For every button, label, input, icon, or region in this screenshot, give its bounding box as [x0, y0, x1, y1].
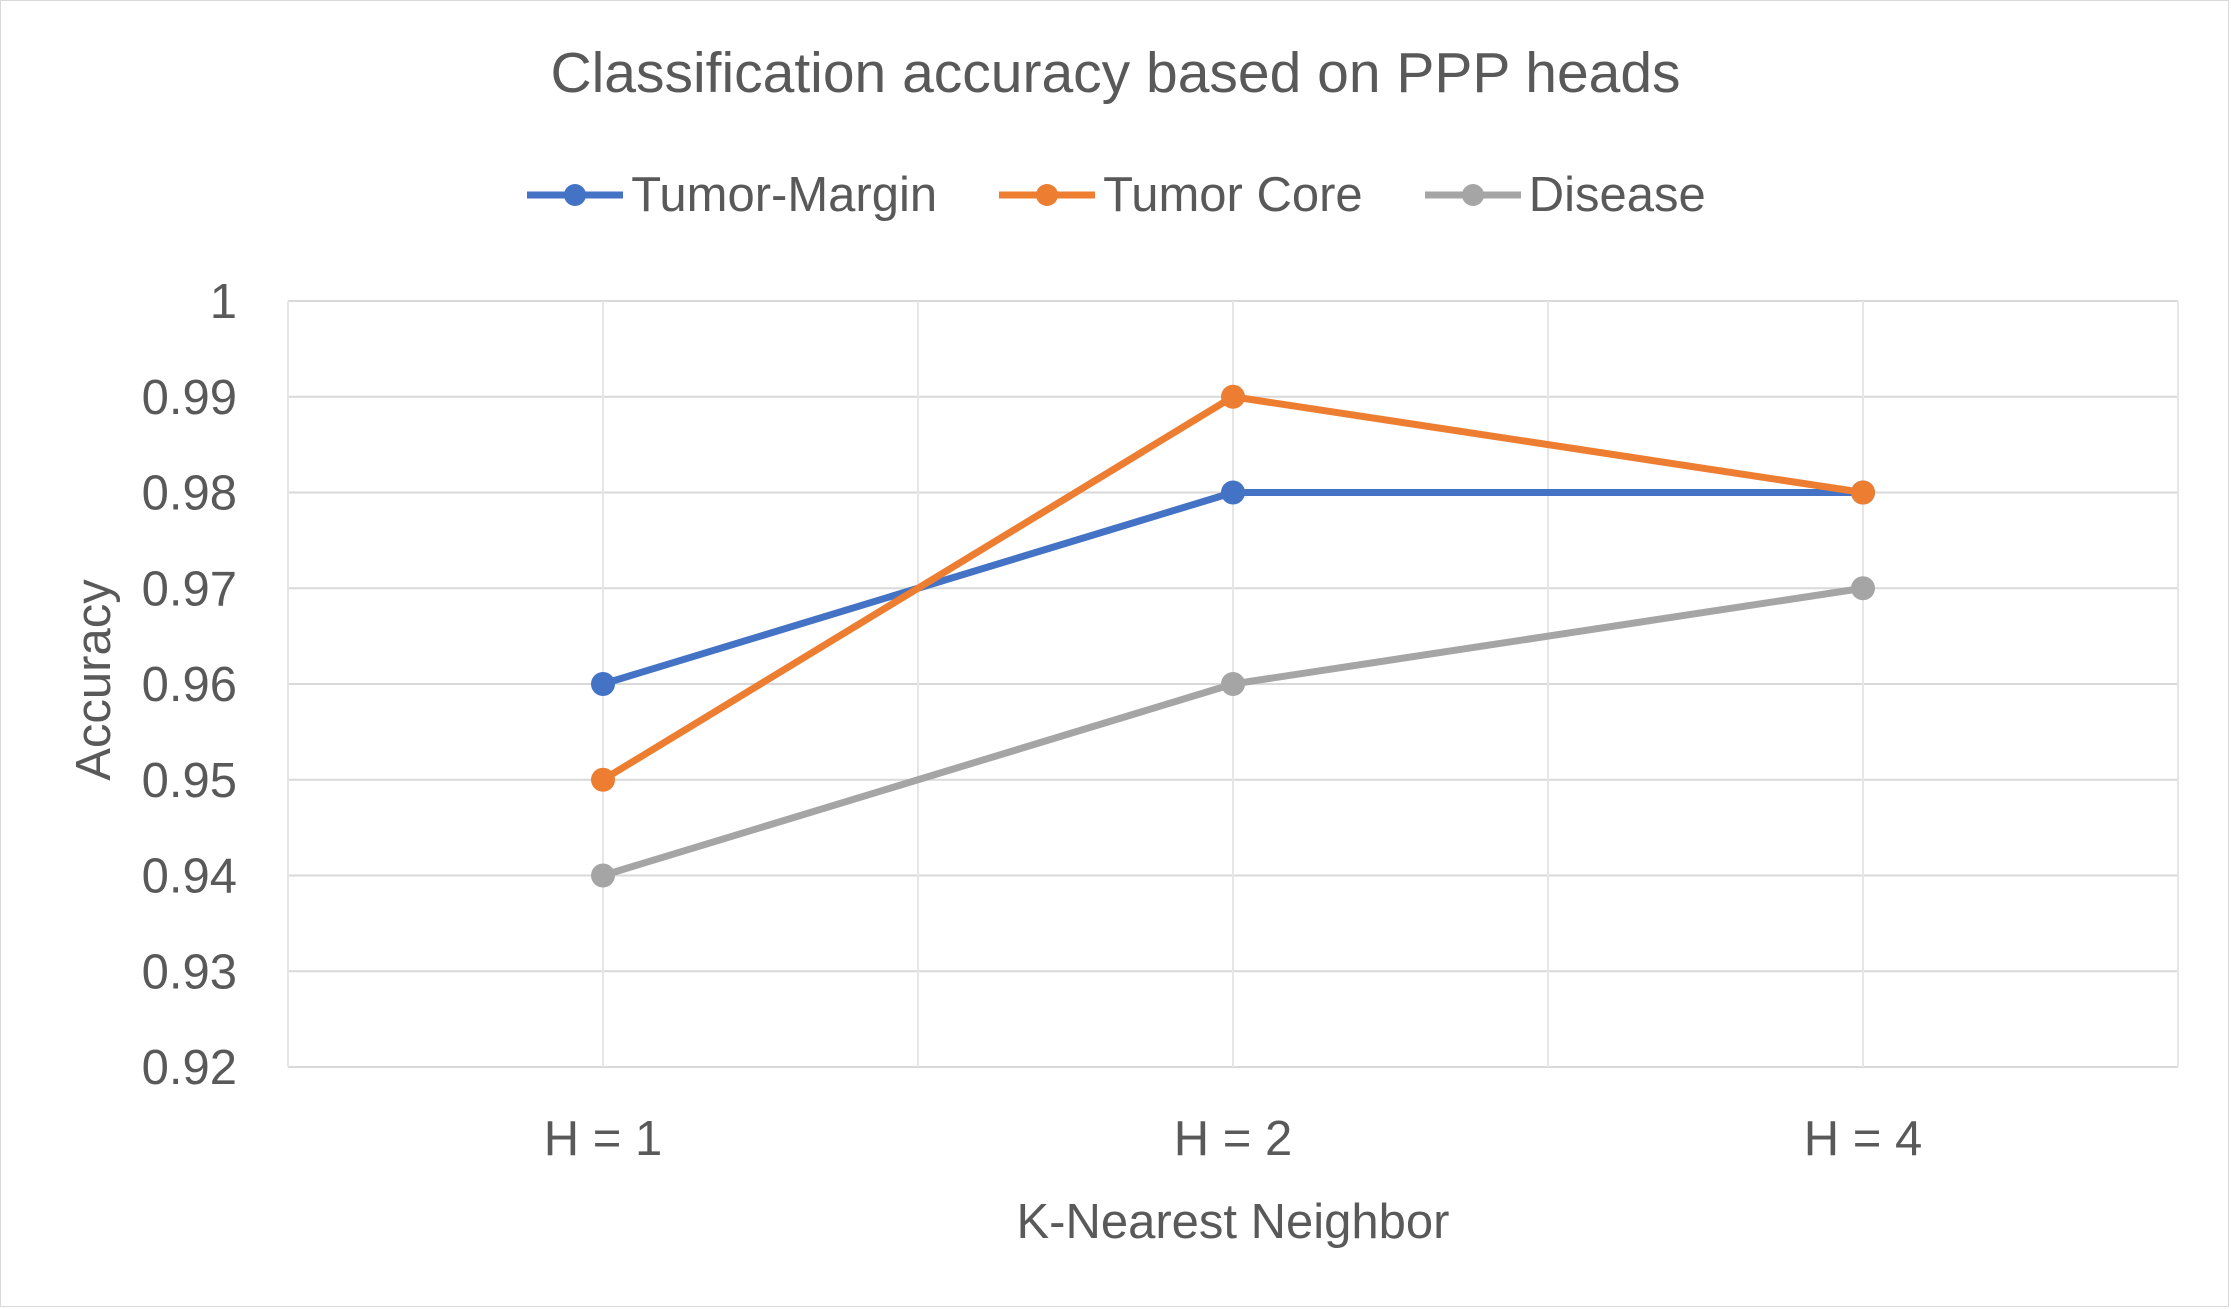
y-axis-label: Accuracy — [67, 579, 121, 781]
y-tick-label: 0.95 — [142, 754, 237, 808]
y-tick-labels: 0.92 0.93 0.94 0.95 0.96 0.97 0.98 0.99 1 — [142, 275, 237, 1095]
data-point-disease — [1851, 576, 1875, 601]
legend-label-disease: Disease — [1528, 168, 1706, 222]
data-point-tumor-core — [1221, 384, 1245, 409]
x-axis-label: K-Nearest Neighbor — [1016, 1195, 1449, 1249]
series-tumor-core — [591, 384, 1875, 792]
legend-swatch-tumor-margin — [527, 184, 624, 206]
x-tick-label: H = 2 — [1174, 1112, 1292, 1166]
data-point-tumor-core — [591, 767, 615, 792]
x-tick-label: H = 1 — [544, 1112, 662, 1166]
y-tick-label: 0.93 — [142, 945, 237, 999]
series-lines — [591, 384, 1875, 888]
y-tick-label: 0.98 — [142, 467, 237, 521]
legend-item-disease: Disease — [1423, 167, 1706, 223]
data-point-tumor-core — [1851, 480, 1875, 505]
y-tick-label: 0.92 — [142, 1041, 237, 1095]
y-tick-label: 0.96 — [142, 658, 237, 712]
legend-item-tumor-core: Tumor Core — [997, 167, 1363, 223]
y-tick-label: 0.94 — [142, 850, 237, 904]
legend-label-tumor-core: Tumor Core — [1103, 168, 1363, 222]
chart-legend: Tumor-Margin Tumor Core Disease — [0, 160, 2231, 230]
data-point-disease — [1221, 672, 1245, 696]
legend-item-tumor-margin: Tumor-Margin — [525, 167, 937, 223]
y-tick-label: 0.97 — [142, 562, 237, 616]
series-disease — [591, 576, 1875, 888]
data-point-tumor-margin — [1221, 480, 1245, 505]
data-point-disease — [591, 863, 615, 888]
y-tick-label: 1 — [210, 275, 237, 329]
x-tick-labels: H = 1 H = 2 H = 4 — [544, 1112, 1922, 1166]
legend-label-tumor-margin: Tumor-Margin — [631, 168, 938, 222]
data-point-tumor-margin — [591, 672, 615, 696]
chart-title: Classification accuracy based on PPP hea… — [550, 41, 1681, 105]
legend-swatch-tumor-core — [999, 184, 1096, 206]
legend-swatch-disease — [1424, 184, 1521, 206]
x-tick-label: H = 4 — [1804, 1112, 1922, 1166]
y-tick-label: 0.99 — [142, 371, 237, 425]
